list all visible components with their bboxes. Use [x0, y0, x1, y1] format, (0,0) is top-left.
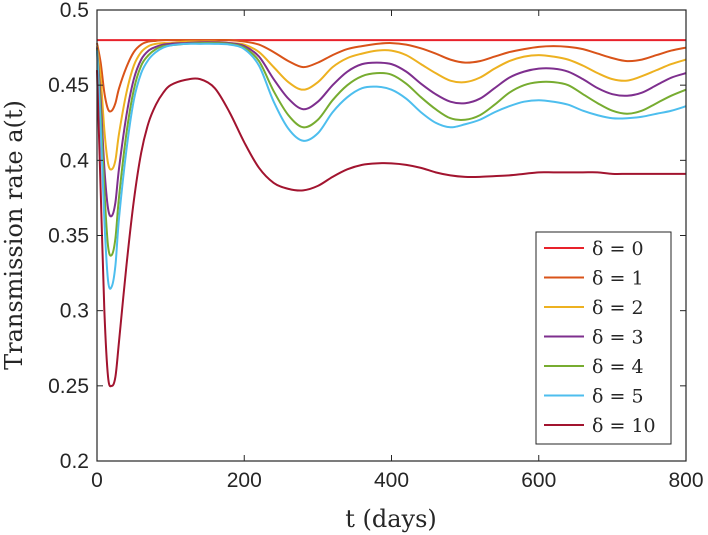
legend: δ = 0 δ = 1 δ = 2 δ = 3 δ = 4 δ = 5 δ = 10: [535, 231, 672, 445]
x-axis-label: t (days): [345, 505, 437, 533]
legend-label-1: δ = 1: [592, 268, 644, 290]
y-tick-label: 0.5: [60, 0, 89, 22]
y-axis-label: Transmission rate a(t): [0, 100, 28, 370]
y-tick-label: 0.45: [48, 74, 89, 97]
x-tick-label: 200: [227, 469, 262, 492]
series-line-4: [96, 41, 687, 257]
x-tick-label: 400: [374, 469, 409, 492]
series-line-1: [96, 38, 687, 113]
y-tick-label: 0.35: [48, 225, 89, 248]
legend-label-4: δ = 4: [592, 356, 644, 378]
x-tick-label: 600: [521, 469, 556, 492]
legend-label-2: δ = 2: [592, 297, 644, 319]
y-tick-labels: 0.2 0.25 0.3 0.35 0.4 0.45 0.5: [48, 0, 89, 473]
legend-label-6: δ = 10: [592, 415, 656, 437]
legend-label-5: δ = 5: [592, 386, 644, 408]
x-tick-labels: 0 200 400 600 800: [91, 469, 703, 492]
legend-label-3: δ = 3: [592, 327, 644, 349]
series-line-2: [96, 40, 687, 171]
series-line-5: [96, 42, 687, 290]
series-line-6: [96, 70, 686, 388]
y-tick-label: 0.4: [60, 149, 90, 172]
legend-box: [535, 231, 672, 445]
x-tick-label: 0: [91, 469, 103, 492]
series-lines: [96, 38, 687, 388]
y-tick-label: 0.25: [48, 375, 89, 398]
y-tick-label: 0.3: [60, 300, 89, 323]
series-line-3: [96, 41, 687, 218]
legend-label-0: δ = 0: [592, 238, 644, 260]
axis-ticks: [96, 9, 687, 462]
x-tick-label: 800: [668, 469, 703, 492]
y-tick-label: 0.2: [60, 450, 89, 473]
